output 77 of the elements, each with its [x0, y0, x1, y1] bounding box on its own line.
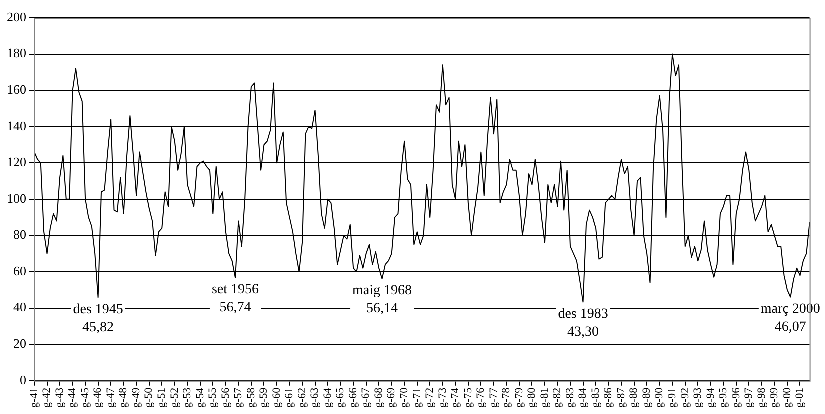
x-tick-label: g-41	[28, 388, 40, 408]
x-tick-label: g-49	[130, 387, 142, 408]
x-tick-label: g-43	[54, 387, 66, 408]
x-tick-label: g-58	[245, 387, 258, 408]
x-tick-label: g-89	[640, 387, 653, 408]
annotation: set 1956 56,74	[212, 282, 260, 316]
x-tick-label: g-66	[347, 387, 360, 408]
x-tick-label: g-85	[590, 387, 602, 408]
x-tick-label: g-99	[768, 387, 781, 408]
x-tick-label: g-51	[156, 388, 168, 408]
x-tick-label: g-62	[296, 388, 308, 408]
y-tick-label: 20	[14, 336, 26, 351]
x-tick-label: g-60	[270, 387, 283, 408]
x-tick-label: g-48	[118, 387, 130, 408]
x-tick-label: g-72	[424, 388, 436, 408]
x-tick-label: g-93	[692, 387, 704, 408]
x-tick-label: g-73	[436, 387, 449, 408]
x-tick-label: g-67	[360, 387, 372, 408]
x-tick-label: g-50	[143, 387, 156, 408]
x-tick-label: g-95	[718, 387, 730, 408]
x-tick-label: g-90	[654, 387, 666, 408]
x-tick-label: g-00	[781, 387, 794, 408]
y-tick-label: 100	[7, 190, 26, 206]
x-tick-label: g-77	[488, 387, 500, 408]
x-tick-label: g-80	[526, 387, 538, 408]
x-tick-label: g-55	[207, 387, 220, 408]
x-tick-label: g-46	[92, 387, 104, 408]
x-tick-label: g-76	[475, 387, 488, 408]
x-tick-label: g-97	[743, 387, 756, 408]
x-tick-label: g-86	[602, 387, 615, 408]
x-tick-label: g-87	[615, 387, 628, 408]
x-tick-label: g-79	[513, 387, 526, 408]
y-tick-label: 40	[14, 300, 26, 315]
x-tick-label: g-75	[462, 387, 474, 408]
y-tick-label: 60	[14, 263, 26, 278]
x-tick-label: g-71	[411, 388, 424, 408]
y-tick-label: 120	[7, 154, 26, 170]
x-tick-label: g-68	[372, 387, 385, 408]
x-tick-label: g-42	[41, 388, 54, 408]
x-tick-label: g-01	[794, 388, 806, 408]
x-tick-label: g-70	[398, 387, 410, 408]
x-tick-label: g-65	[334, 387, 347, 408]
y-tick-label: 180	[7, 46, 26, 61]
annotation: des 1983 43,30	[558, 306, 608, 340]
x-tick-label: g-88	[628, 387, 640, 408]
y-tick-label: 160	[7, 82, 26, 97]
x-tick-label: g-84	[577, 387, 590, 408]
x-tick-label: g-92	[679, 388, 692, 408]
x-tick-label: g-59	[258, 387, 270, 408]
x-tick-label: g-56	[220, 387, 232, 408]
annotation: maig 1968 56,14	[352, 284, 412, 317]
x-tick-label: g-44	[66, 387, 79, 408]
x-tick-label: g-52	[168, 388, 181, 408]
x-tick-label: g-47	[104, 387, 117, 408]
x-tick-label: g-98	[756, 387, 768, 408]
x-tick-label: g-61	[284, 388, 296, 408]
x-tick-label: g-57	[232, 387, 245, 408]
x-tick-label: g-82	[552, 388, 564, 408]
x-tick-label: g-81	[538, 388, 551, 408]
y-tick-label: 0	[20, 372, 26, 388]
x-tick-label: g-64	[322, 387, 334, 408]
x-tick-label: g-69	[386, 387, 398, 408]
annotation: des 1945 45,82	[73, 302, 124, 336]
annotation: març 2000 46,07	[760, 302, 820, 335]
x-tick-label: g-45	[79, 387, 92, 408]
x-tick-label: g-74	[450, 387, 462, 408]
x-tick-label: g-78	[500, 387, 513, 408]
x-tick-label: g-53	[182, 387, 194, 408]
x-tick-label: g-63	[309, 387, 322, 408]
y-tick-label: 140	[7, 118, 26, 134]
x-tick-label: g-91	[666, 388, 678, 408]
x-tick-label: g-83	[564, 387, 576, 408]
y-tick-label: 200	[7, 9, 26, 24]
x-tick-label: g-94	[704, 387, 717, 408]
x-tick-label: g-54	[194, 387, 206, 408]
y-tick-label: 80	[14, 227, 26, 242]
x-tick-label: g-96	[730, 387, 742, 408]
